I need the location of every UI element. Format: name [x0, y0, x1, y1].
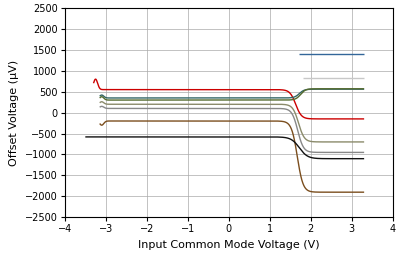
Y-axis label: Offset Voltage (μV): Offset Voltage (μV)	[9, 60, 19, 166]
X-axis label: Input Common Mode Voltage (V): Input Common Mode Voltage (V)	[138, 240, 320, 250]
